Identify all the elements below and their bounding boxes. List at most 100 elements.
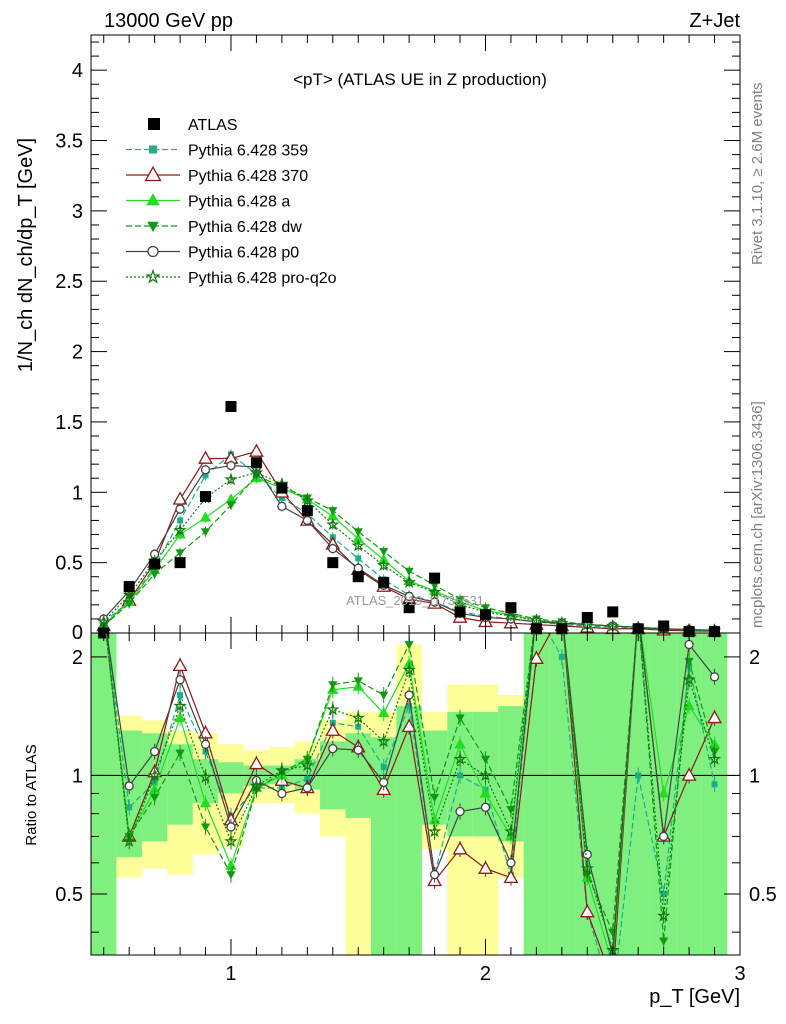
ratio-point <box>401 718 417 733</box>
series-point <box>504 608 518 622</box>
legend-label: Pythia 6.428 p0 <box>188 245 299 262</box>
data-point <box>403 602 415 614</box>
data-point <box>149 558 161 570</box>
data-point <box>276 482 288 494</box>
x-tick-label: 3 <box>734 963 745 985</box>
ratio-point <box>709 672 720 682</box>
ratio-point <box>177 692 184 699</box>
data-point <box>250 457 262 469</box>
ratio-point <box>149 746 160 757</box>
data-point <box>429 572 441 584</box>
ratio-point <box>302 783 312 793</box>
data-point <box>454 606 466 618</box>
green-band-bin <box>600 633 626 955</box>
ratio-point <box>126 804 133 811</box>
legend-entry: Pythia 6.428 dw <box>126 219 302 236</box>
energy-label: 13000 GeV pp <box>104 10 233 32</box>
side-label-top: Rivet 3.1.10, ≥ 2.6M events <box>749 83 766 266</box>
series-point <box>402 575 416 589</box>
ratio-point <box>380 764 387 771</box>
ratio-point <box>199 797 212 808</box>
y-tick-label: 3.5 <box>55 131 83 153</box>
ratio-point <box>226 871 236 880</box>
ratio-point <box>580 861 595 875</box>
ratio-point <box>224 834 238 848</box>
series-point <box>150 570 160 579</box>
legend-marker <box>148 118 160 130</box>
series-point <box>199 511 212 522</box>
series-point <box>122 587 136 601</box>
series-point <box>198 450 213 464</box>
ratio-point <box>455 806 465 817</box>
ratio-point <box>379 691 389 700</box>
ratio-tick-label: 1 <box>72 765 83 787</box>
x-tick-label: 1 <box>225 963 236 985</box>
series-point <box>326 517 340 531</box>
legend-label: Pythia 6.428 pro-q2o <box>188 270 337 287</box>
green-band-bin <box>549 633 575 955</box>
legend-entry: Pythia 6.428 a <box>126 193 290 211</box>
legend-marker <box>144 165 162 182</box>
ratio-point <box>249 779 264 792</box>
y-tick-label: 1.5 <box>55 412 83 434</box>
legend-label: Pythia 6.428 dw <box>188 219 302 236</box>
legend-marker <box>149 145 157 154</box>
ratio-point <box>454 738 466 749</box>
ratio-point <box>455 714 465 723</box>
legend-entry: Pythia 6.428 pro-q2o <box>126 268 337 287</box>
ratio-point <box>328 681 338 690</box>
green-band-bin <box>701 633 728 955</box>
ratio-point <box>506 858 516 868</box>
ratio-point <box>503 869 519 884</box>
series-point <box>353 563 363 573</box>
ratio-point <box>478 768 493 782</box>
series-point <box>173 523 187 537</box>
series-point <box>277 501 287 512</box>
ratio-point <box>325 722 341 736</box>
green-band-bin <box>396 706 422 955</box>
ratio-point <box>707 752 722 765</box>
ratio-point <box>328 743 338 754</box>
series-point <box>175 504 185 514</box>
series-point <box>248 443 264 457</box>
series-point <box>226 501 236 510</box>
ratio-point <box>681 767 697 781</box>
series-point <box>200 465 211 475</box>
ratio-point <box>248 755 264 770</box>
ratio-point <box>353 745 363 755</box>
y-tick-label: 3 <box>72 201 83 223</box>
ratio-point <box>226 822 236 832</box>
series-point <box>404 567 414 576</box>
ratio-point <box>300 758 315 772</box>
ratio-point <box>429 793 440 803</box>
ratio-point <box>478 860 493 874</box>
legend-marker <box>146 193 160 206</box>
ratio-point <box>124 781 134 791</box>
series-point <box>278 494 285 501</box>
legend-label: Pythia 6.428 a <box>188 194 290 211</box>
ratio-plot-frame <box>90 632 741 956</box>
legend-entry: Pythia 6.428 p0 <box>126 245 299 262</box>
green-band-bin <box>91 633 117 955</box>
series-point <box>124 600 134 609</box>
ratio-point <box>175 749 185 758</box>
ratio-point <box>453 752 467 765</box>
y-tick-label: 2 <box>72 342 83 364</box>
ratio-point <box>326 702 340 716</box>
ratio-point <box>173 699 187 712</box>
legend-marker <box>147 245 159 258</box>
ratio-point <box>122 834 136 848</box>
data-point <box>174 557 186 569</box>
ratio-point <box>174 711 186 722</box>
x-tick-label: 2 <box>480 963 491 985</box>
plot-title: <pT> (ATLAS UE in Z production) <box>293 70 547 89</box>
series-point <box>226 460 236 471</box>
ratio-point <box>528 650 544 664</box>
green-band-bin <box>523 633 550 955</box>
ratio-tick-label: 2 <box>72 647 83 669</box>
series-point <box>427 585 442 598</box>
ratio-point <box>558 653 565 660</box>
ratio-point <box>480 802 491 812</box>
axes: 0.5 1 1.5 2 2.5 3 3.5 4 0 1 2 3 0.5 0.5 1 1 2 2 <box>55 35 777 985</box>
